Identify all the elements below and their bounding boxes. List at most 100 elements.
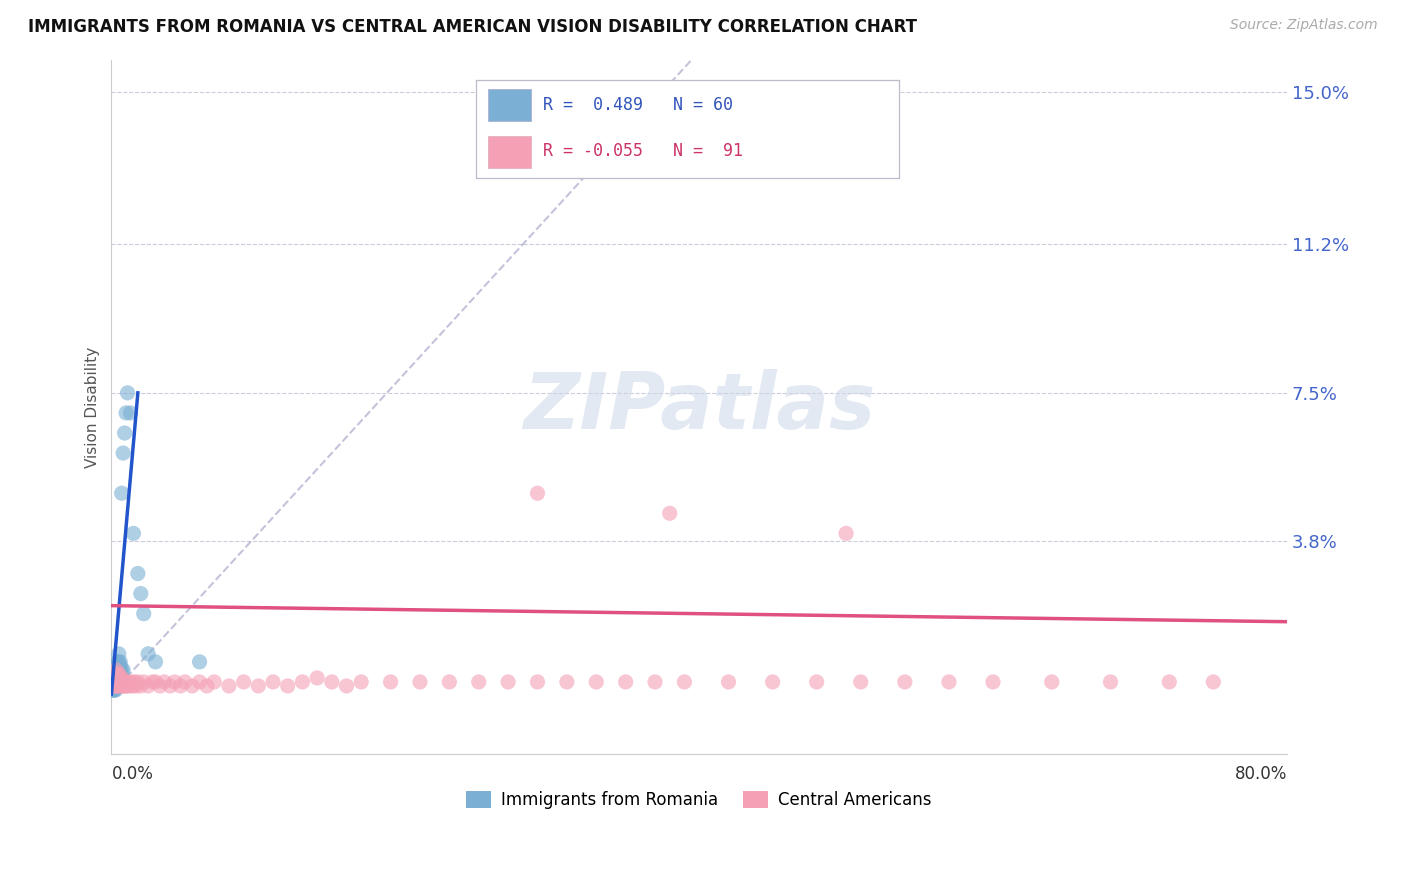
Point: [103, 667, 125, 681]
Point: [117, 385, 139, 400]
Point: [101, 679, 124, 693]
Point: [555, 675, 578, 690]
Point: [105, 667, 128, 681]
Point: [103, 675, 125, 690]
Point: [467, 675, 489, 690]
Point: [673, 675, 696, 690]
Point: [107, 667, 129, 681]
Point: [115, 675, 138, 690]
Point: [496, 675, 519, 690]
Legend: Immigrants from Romania, Central Americans: Immigrants from Romania, Central America…: [460, 784, 939, 815]
Point: [105, 671, 128, 685]
Point: [110, 667, 132, 681]
Point: [114, 425, 136, 440]
Point: [104, 675, 127, 690]
Point: [105, 679, 128, 693]
Point: [104, 671, 127, 685]
Point: [127, 566, 149, 581]
Point: [806, 675, 828, 690]
Text: 80.0%: 80.0%: [1234, 764, 1286, 782]
Point: [104, 667, 127, 681]
Point: [409, 675, 432, 690]
Point: [658, 506, 681, 520]
Point: [101, 675, 124, 690]
Point: [107, 671, 129, 685]
Point: [127, 675, 149, 690]
Point: [110, 663, 132, 677]
Point: [104, 667, 127, 681]
Point: [105, 675, 128, 690]
Point: [112, 663, 135, 677]
Point: [111, 663, 134, 677]
Point: [104, 679, 127, 693]
Point: [112, 675, 135, 690]
Point: [112, 679, 135, 693]
Text: ZIPatlas: ZIPatlas: [523, 369, 876, 445]
Point: [111, 671, 134, 685]
Point: [103, 667, 125, 681]
Point: [103, 675, 125, 690]
Point: [105, 658, 128, 673]
Point: [104, 675, 127, 690]
Point: [111, 667, 134, 681]
Point: [169, 679, 191, 693]
Point: [105, 671, 128, 685]
Point: [105, 655, 128, 669]
Point: [110, 655, 132, 669]
Point: [105, 679, 128, 693]
Point: [101, 667, 124, 681]
Point: [101, 683, 124, 698]
Point: [103, 683, 125, 698]
Point: [145, 675, 167, 690]
Point: [132, 607, 155, 621]
Point: [107, 667, 129, 681]
Point: [115, 406, 138, 420]
Point: [121, 675, 143, 690]
Point: [103, 675, 125, 690]
Point: [981, 675, 1004, 690]
Point: [103, 679, 125, 693]
Point: [136, 647, 159, 661]
Point: [122, 679, 145, 693]
Point: [103, 671, 125, 685]
Point: [101, 683, 124, 698]
Point: [107, 663, 129, 677]
Point: [107, 658, 129, 673]
Point: [526, 486, 548, 500]
Point: [111, 675, 134, 690]
Point: [122, 526, 145, 541]
Point: [173, 675, 195, 690]
Point: [104, 679, 127, 693]
Point: [321, 675, 343, 690]
Point: [115, 679, 138, 693]
Point: [104, 658, 127, 673]
Point: [262, 675, 284, 690]
Point: [104, 671, 127, 685]
Point: [202, 675, 225, 690]
Point: [107, 647, 129, 661]
Point: [107, 679, 129, 693]
Point: [129, 679, 152, 693]
Point: [149, 679, 172, 693]
Point: [110, 671, 132, 685]
Text: 0.0%: 0.0%: [111, 764, 153, 782]
Point: [188, 655, 211, 669]
Point: [105, 663, 128, 677]
Point: [129, 586, 152, 600]
Point: [335, 679, 357, 693]
Point: [105, 667, 128, 681]
Point: [136, 679, 159, 693]
Point: [104, 663, 127, 677]
Point: [125, 679, 148, 693]
Point: [835, 526, 858, 541]
Point: [107, 675, 129, 690]
Point: [120, 679, 142, 693]
Point: [938, 675, 960, 690]
Point: [103, 679, 125, 693]
Point: [849, 675, 872, 690]
Point: [104, 675, 127, 690]
Point: [761, 675, 783, 690]
Point: [307, 671, 329, 685]
Point: [107, 671, 129, 685]
Point: [141, 675, 163, 690]
